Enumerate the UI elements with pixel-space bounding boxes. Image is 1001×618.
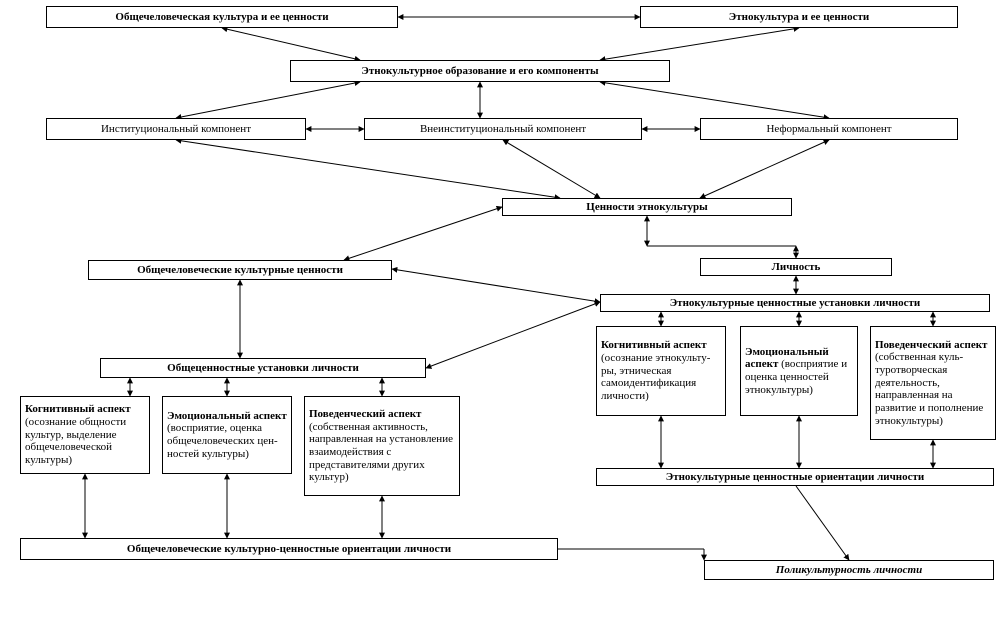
node-label: Ценности этнокультуры [507,201,787,214]
node-n_informal: Неформальный компонент [700,118,958,140]
node-label: Общечеловеческие культурно-ценностные ор… [25,543,553,556]
node-label: Поведенческий аспект (соб­ственная куль­… [875,339,991,427]
node-label: Этнокультура и ее ценности [645,11,953,24]
node-label: Поведенческий аспект (собствен­ная актив… [309,408,455,484]
node-label: Личность [705,261,887,274]
diagram-canvas: Общечеловеческая культура и ее ценности Э… [0,0,1001,618]
node-label: Общечеловеческие культурные ценности [93,264,387,277]
node-n_polyculturality: Поликультурность личности [704,560,994,580]
node-n_universal_culture: Общечеловеческая культура и ее ценности [46,6,398,28]
node-n_universal_values: Общечеловеческие культурные ценности [88,260,392,280]
node-label: Внеинституциональный компонент [369,123,637,136]
node-label: Общечеловеческая культура и ее ценности [51,11,393,24]
node-n_cog_left: Когнитивный аспект (осознание общности к… [20,396,150,474]
node-label: Поликультурность личности [709,564,989,577]
node-label: Неформальный компонент [705,123,953,136]
node-n_ethno_attitudes: Этнокультурные ценностные установки личн… [600,294,990,312]
node-label: Эмоциональный аспект (восприя­тие, оценк… [167,410,287,461]
node-label: Эмоциональ­ный аспект (восприятие и оцен… [745,346,853,397]
node-label: Этнокультурное образование и его компоне… [295,65,665,78]
node-label: Общеценностные установки личности [105,362,421,375]
node-label: Этнокультурные ценностные установки личн… [605,297,985,310]
node-n_universal_orientations: Общечеловеческие культурно-ценностные ор… [20,538,558,560]
node-n_emo_left: Эмоциональный аспект (восприя­тие, оценк… [162,396,292,474]
node-n_universal_attitudes: Общеценностные установки личности [100,358,426,378]
node-n_non_institutional: Внеинституциональный компонент [364,118,642,140]
node-label: Этнокультурные ценностные ориентации лич… [601,471,989,484]
node-n_ethno_education: Этнокультурное образование и его компоне… [290,60,670,82]
node-n_beh_right: Поведенческий аспект (соб­ственная куль­… [870,326,996,440]
node-label: Когнитивный аспект (осознание общности к… [25,403,145,466]
node-n_ethno_orientations: Этнокультурные ценностные ориентации лич… [596,468,994,486]
node-label: Институциональный компонент [51,123,301,136]
node-n_institutional: Институциональный компонент [46,118,306,140]
node-n_personality: Личность [700,258,892,276]
node-n_cog_right: Когнитивный аспект (осозна­ние этнокульт… [596,326,726,416]
node-n_ethno_culture: Этнокультура и ее ценности [640,6,958,28]
node-n_ethno_values: Ценности этнокультуры [502,198,792,216]
node-label: Когнитивный аспект (осозна­ние этнокульт… [601,339,721,402]
node-n_emo_right: Эмоциональ­ный аспект (восприятие и оцен… [740,326,858,416]
node-n_beh_left: Поведенческий аспект (собствен­ная актив… [304,396,460,496]
